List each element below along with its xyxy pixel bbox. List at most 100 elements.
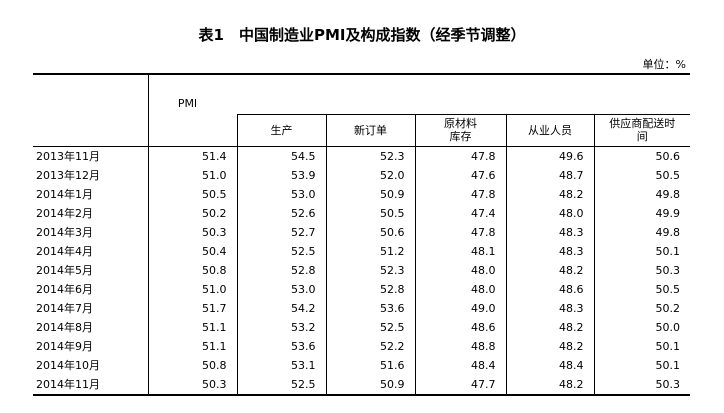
value-cell: 50.5	[147, 184, 237, 204]
value-cell: 48.8	[414, 336, 506, 356]
value-cell: 52.3	[325, 260, 415, 280]
table-title: 表1 中国制造业PMI及构成指数（经季节调整）	[198, 26, 526, 44]
header-cell: 供应商配送时 间	[593, 113, 690, 146]
header-cell: 从业人员	[505, 113, 594, 146]
row-label: 2014年6月	[36, 283, 93, 296]
value-cell: 48.4	[505, 355, 594, 375]
value-cell: 51.4	[147, 145, 237, 166]
value-cell: 52.5	[236, 241, 326, 261]
table-row: 2013年12月 51.0 53.9 52.0 47.6 48.7 50.5	[33, 165, 690, 185]
value-cell: 47.6	[414, 165, 506, 185]
row-label: 2013年11月	[33, 145, 148, 166]
row-label: 2014年10月	[36, 359, 100, 372]
value-cell: 48.6	[505, 279, 594, 299]
value-cell: 48.6	[414, 317, 506, 337]
value-cell: 53.0	[236, 184, 326, 204]
value-cell: 51.1	[147, 317, 237, 337]
value-cell: 50.6	[325, 222, 415, 242]
value-cell: 49.6	[505, 145, 594, 166]
table-body: 2013年11月 51.4 54.5 52.3 47.8 49.6 50.6 2013年12月…	[33, 145, 690, 395]
row-label: 2014年9月	[36, 340, 93, 353]
value-cell: 52.5	[236, 374, 326, 395]
row-label: 2014年11月	[36, 378, 100, 391]
value-cell: 53.6	[236, 336, 326, 356]
value-cell: 48.1	[414, 241, 506, 261]
table-row: 2014年7月 51.7 54.2 53.6 49.0 48.3 50.2	[33, 298, 690, 318]
value-cell: 53.0	[236, 279, 326, 299]
value-cell: 48.3	[505, 222, 594, 242]
header-cell: 新订单	[325, 113, 415, 146]
value-cell: 48.7	[505, 165, 594, 185]
table-row: 2014年2月 50.2 52.6 50.5 47.4 48.0 49.9	[33, 203, 690, 223]
value-cell: 52.2	[325, 336, 415, 356]
value-cell: 50.5	[593, 279, 690, 299]
table-row: 2014年4月 50.4 52.5 51.2 48.1 48.3 50.1	[33, 241, 690, 261]
value-cell: 50.2	[147, 203, 237, 223]
row-label: 2013年12月	[36, 169, 100, 182]
table-row: 2014年11月 50.3 52.5 50.9 47.7 48.2 50.3	[33, 374, 690, 395]
value-cell: 50.9	[325, 374, 415, 395]
value-cell: 48.2	[505, 260, 594, 280]
unit-note: 单位：%	[642, 58, 686, 71]
pmi-table: PMI 生产 新订单 原材料 库存 从业人员 供应商配送时 间 2013年11月 51.4…	[33, 73, 690, 396]
value-cell: 48.0	[505, 203, 594, 223]
value-cell: 50.9	[325, 184, 415, 204]
value-cell: 47.8	[414, 145, 506, 166]
value-cell: 49.8	[593, 184, 690, 204]
value-cell: 50.1	[593, 355, 690, 375]
value-cell: 51.6	[325, 355, 415, 375]
value-cell: 50.3	[593, 374, 690, 395]
value-cell: 52.0	[325, 165, 415, 185]
row-label: 2014年4月	[36, 245, 93, 258]
value-cell: 50.0	[593, 317, 690, 337]
value-cell: 50.1	[593, 336, 690, 356]
value-cell: 50.3	[593, 260, 690, 280]
value-cell: 54.2	[236, 298, 326, 318]
value-cell: 50.1	[593, 241, 690, 261]
value-cell: 48.0	[414, 260, 506, 280]
value-cell: 49.0	[414, 298, 506, 318]
value-cell: 51.1	[147, 336, 237, 356]
value-cell: 48.3	[505, 298, 594, 318]
value-cell: 52.5	[325, 317, 415, 337]
value-cell: 52.8	[325, 279, 415, 299]
table-row: 2014年6月 51.0 53.0 52.8 48.0 48.6 50.5	[33, 279, 690, 299]
value-cell: 48.2	[505, 184, 594, 204]
table-row: 2014年5月 50.8 52.8 52.3 48.0 48.2 50.3	[33, 260, 690, 280]
value-cell: 50.5	[593, 165, 690, 185]
value-cell: 47.4	[414, 203, 506, 223]
value-cell: 53.2	[236, 317, 326, 337]
value-cell: 50.6	[593, 145, 690, 166]
header-cell: 生产	[236, 113, 326, 146]
value-cell: 54.5	[236, 145, 326, 166]
value-cell: 50.8	[147, 355, 237, 375]
table-row: 2014年1月 50.5 53.0 50.9 47.8 48.2 49.8	[33, 184, 690, 204]
value-cell: 50.3	[147, 374, 237, 395]
value-cell: 52.8	[236, 260, 326, 280]
table-row: 2014年9月 51.1 53.6 52.2 48.8 48.2 50.1	[33, 336, 690, 356]
row-label: 2014年8月	[36, 321, 93, 334]
value-cell: 51.2	[325, 241, 415, 261]
value-cell: 52.3	[325, 145, 415, 166]
row-label: 2014年3月	[36, 226, 93, 239]
value-cell: 50.2	[593, 298, 690, 318]
value-cell: 50.3	[147, 222, 237, 242]
value-cell: 53.1	[236, 355, 326, 375]
value-cell: 50.5	[325, 203, 415, 223]
value-cell: 53.6	[325, 298, 415, 318]
row-label: 2014年7月	[36, 302, 93, 315]
table-row: 2014年8月 51.1 53.2 52.5 48.6 48.2 50.0	[33, 317, 690, 337]
row-label: 2014年5月	[36, 264, 93, 277]
table-row: 2014年3月 50.3 52.7 50.6 47.8 48.3 49.8	[33, 222, 690, 242]
value-cell: 51.7	[147, 298, 237, 318]
table-header: PMI 生产 新订单 原材料 库存 从业人员 供应商配送时 间	[33, 74, 690, 146]
row-label: 2014年1月	[36, 188, 93, 201]
value-cell: 48.3	[505, 241, 594, 261]
header-cell: PMI	[147, 74, 237, 146]
value-cell: 47.8	[414, 184, 506, 204]
value-cell: 48.2	[505, 317, 594, 337]
value-cell: 47.8	[414, 222, 506, 242]
value-cell: 49.8	[593, 222, 690, 242]
value-cell: 48.2	[505, 374, 594, 395]
